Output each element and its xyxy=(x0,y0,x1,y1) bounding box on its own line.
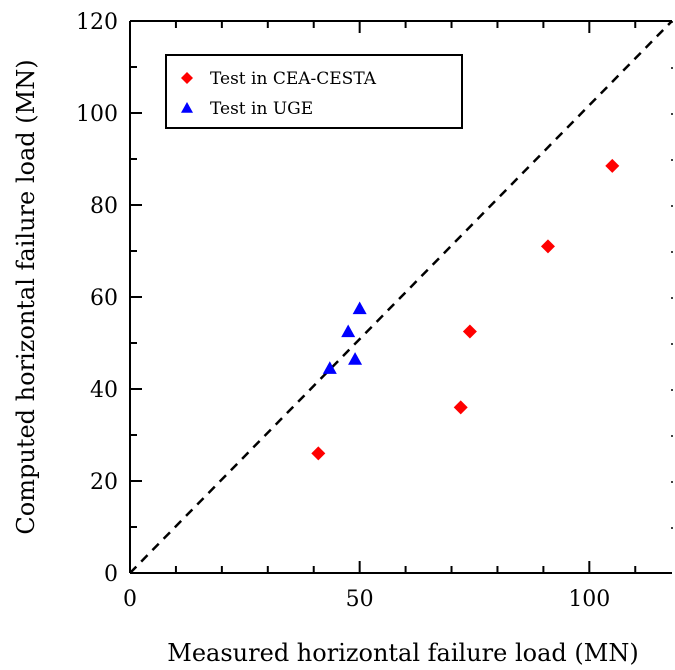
legend-label: Test in CEA-CESTA xyxy=(210,69,377,89)
legend-label: Test in UGE xyxy=(210,99,313,119)
data-point-diamond xyxy=(605,158,620,173)
data-point-triangle xyxy=(352,301,367,315)
legend: Test in CEA-CESTA Test in UGE xyxy=(165,54,463,129)
reference-line-group xyxy=(129,20,673,574)
data-points xyxy=(311,158,620,461)
y-tick-label: 120 xyxy=(76,10,118,35)
data-point-diamond xyxy=(311,446,326,461)
y-tick-label: 60 xyxy=(90,286,118,311)
y-tick-label: 100 xyxy=(76,102,118,127)
x-tick-label: 0 xyxy=(123,587,137,612)
y-tick-label: 40 xyxy=(90,378,118,403)
y-axis-title: Computed horizontal failure load (MN) xyxy=(12,59,40,534)
x-axis-title: Measured horizontal failure load (MN) xyxy=(167,639,638,667)
data-point-triangle xyxy=(348,352,363,365)
data-point-diamond xyxy=(540,239,555,254)
data-point-triangle xyxy=(322,361,337,374)
ticks: 0 50 100 0 20 40 60 80 100 120 xyxy=(76,10,637,612)
y-tick-label: 20 xyxy=(90,470,118,495)
legend-marker-triangle xyxy=(181,102,193,113)
data-point-diamond xyxy=(462,324,477,339)
data-point-diamond xyxy=(453,400,468,415)
reference-line xyxy=(129,20,673,574)
legend-marker-diamond xyxy=(181,72,193,84)
x-tick-label: 100 xyxy=(568,587,610,612)
legend-box xyxy=(165,54,463,129)
x-tick-label: 50 xyxy=(346,587,374,612)
y-tick-label: 80 xyxy=(90,194,118,219)
data-point-triangle xyxy=(341,324,356,338)
y-tick-label: 0 xyxy=(104,562,118,587)
